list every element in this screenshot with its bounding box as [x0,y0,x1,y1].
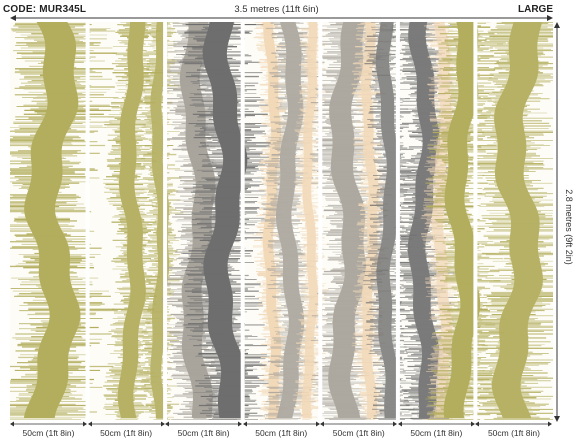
panel-divider [395,22,400,420]
size-label: LARGE [518,4,553,15]
panel-width-arrow [10,421,87,427]
panel-width-arrow [165,421,243,427]
panel-width-arrow [397,421,475,427]
height-dimension-label: 2.8 metres (9ft 2in) [564,189,574,265]
panel-width-arrow [320,421,398,427]
panel-width-caption: 50cm (1ft 8in) [410,428,463,438]
panel-width-arrow [87,421,165,427]
stripe-band [309,22,399,420]
panel-divider [318,22,323,420]
stripe-band [351,22,392,420]
panel-divider [473,22,478,420]
panel-width-caption: 50cm (1ft 8in) [487,428,540,438]
panel-width-caption: 50cm (1ft 8in) [332,428,385,438]
panel-width-arrow [242,421,320,427]
panel-divider [85,22,90,420]
panel-width-arrow [475,421,553,427]
panel-width-caption: 50cm (1ft 8in) [255,428,308,438]
panel-width-caption: 50cm (1ft 8in) [100,428,153,438]
mural-preview [10,22,553,420]
stripe-band [464,22,553,420]
width-dimension-arrow [10,15,553,21]
height-dimension-arrow [554,22,560,422]
stripe-band [103,22,166,420]
width-dimension-label: 3.5 metres (11ft 6in) [234,4,319,15]
code-label: CODE: MUR345L [3,4,87,15]
panel-divider [240,22,245,420]
stripe-band [363,22,420,420]
stripe-band [139,22,184,420]
panel-width-caption: 50cm (1ft 8in) [22,428,75,438]
panel-divider [163,22,168,420]
panel-width-caption: 50cm (1ft 8in) [177,428,230,438]
